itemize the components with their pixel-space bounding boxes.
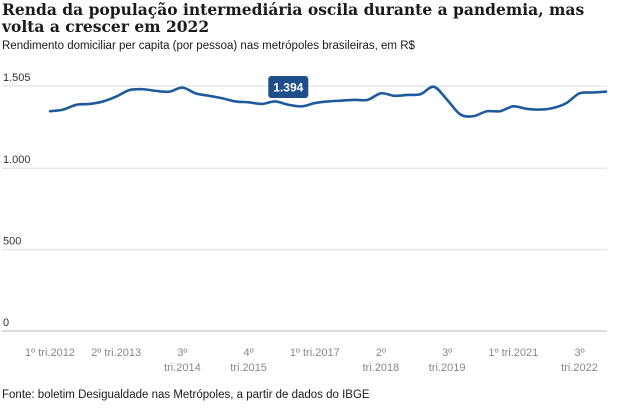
y-tick-label: 500: [3, 236, 21, 248]
y-tick-label: 0: [3, 317, 9, 329]
x-tick-label: 2º tri.2013: [91, 347, 141, 359]
x-tick-label: 1º tri.2021: [488, 347, 538, 359]
value-callout: 1.394: [268, 76, 309, 98]
x-tick-label: 1º tri.2017: [290, 347, 340, 359]
x-tick-label: 3º tri.2014: [164, 347, 201, 374]
y-tick-label: 1.000: [3, 154, 31, 166]
chart-title: Renda da população intermediária oscila …: [2, 0, 585, 36]
x-tick-label: 3º tri.2019: [429, 347, 466, 374]
x-tick-label: 1º tri.2012: [25, 347, 75, 359]
chart-source: Fonte: boletim Desigualdade nas Metrópol…: [2, 389, 370, 401]
callout-label: 1.394: [273, 81, 303, 95]
callout-box: [268, 76, 309, 98]
x-tick-label: 3º tri.2022: [561, 347, 598, 374]
series-line: [48, 85, 608, 118]
y-tick-label: 1.505: [3, 72, 31, 84]
chart-subtitle: Rendimento domiciliar per capita (por pe…: [2, 40, 415, 52]
x-tick-label: 2º tri.2018: [363, 347, 400, 374]
x-tick-label: 4º tri.2015: [230, 347, 267, 374]
